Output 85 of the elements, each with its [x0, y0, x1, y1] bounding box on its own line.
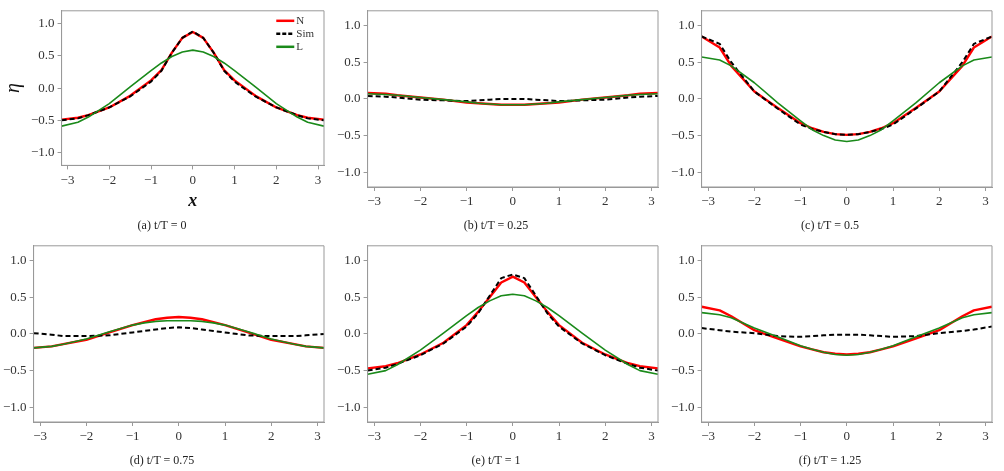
x-tick-label: 3	[314, 171, 322, 187]
x-tick-label: 3	[648, 193, 655, 209]
y-tick-label: −0.5	[30, 111, 55, 127]
text: (f) t/T = 1.25	[798, 452, 862, 467]
y-axis-title: η	[1, 83, 25, 94]
y-tick-label: 1.0	[678, 16, 695, 32]
x-tick-label: 2	[273, 171, 280, 187]
y-tick-label: −0.5	[670, 362, 695, 378]
text: (d) t/T = 0.75	[129, 452, 195, 467]
legend-label: N	[296, 13, 305, 26]
x-tick-label: −2	[747, 428, 762, 444]
y-tick-label: 0.5	[678, 53, 695, 69]
y-tick-label: −1.0	[336, 163, 361, 179]
x-tick-label: −3	[367, 428, 382, 444]
line-series	[33, 326, 324, 338]
x-tick-label: −2	[747, 193, 762, 209]
y-tick-label: −1.0	[30, 143, 55, 159]
x-tick-label: −1	[459, 193, 474, 209]
x-tick-label: 1	[889, 193, 897, 209]
legend-label: Sim	[296, 26, 315, 39]
x-tick-label: 1	[231, 171, 238, 187]
x-tick-label: 0	[175, 428, 183, 444]
y-tick-label: −1.0	[2, 398, 27, 414]
x-tick-label: −2	[102, 171, 117, 187]
x-tick-label: −1	[793, 428, 808, 444]
x-tick-label: −3	[701, 193, 716, 209]
x-tick-label: −3	[367, 193, 382, 209]
y-tick-label: 0.0	[344, 90, 361, 106]
y-tick-label: 1.0	[678, 251, 695, 267]
x-tick-label: 3	[648, 428, 655, 444]
y-tick-label: 0.0	[678, 325, 695, 341]
y-tick-label: 0.5	[38, 47, 55, 63]
x-tick-label: 2	[935, 193, 943, 209]
x-tick-label: 3	[314, 428, 321, 444]
y-tick-label: 0.0	[344, 325, 361, 341]
legend-label: L	[296, 39, 304, 52]
x-tick-label: −2	[79, 428, 94, 444]
x-tick-label: 0	[509, 428, 517, 444]
text: (c) t/T = 0.5	[801, 217, 859, 232]
y-tick-label: −0.5	[336, 362, 361, 378]
x-tick-label: 0	[843, 428, 851, 444]
x-tick-label: 1	[889, 428, 897, 444]
x-tick-label: −2	[413, 428, 428, 444]
x-tick-label: −3	[701, 428, 716, 444]
y-tick-label: −1.0	[670, 398, 695, 414]
text: (a) t/T = 0	[137, 217, 187, 232]
x-tick-label: 0	[843, 193, 851, 209]
y-tick-label: −0.5	[670, 127, 695, 143]
x-tick-label: 3	[982, 428, 989, 444]
x-tick-label: −1	[144, 171, 158, 187]
text: (e) t/T = 1	[471, 452, 521, 467]
x-tick-label: 3	[982, 193, 989, 209]
y-tick-label: 0.5	[678, 288, 695, 304]
x-tick-label: −1	[793, 193, 808, 209]
x-tick-label: −2	[413, 193, 428, 209]
y-tick-label: 0.0	[38, 79, 55, 95]
x-tick-label: −3	[33, 428, 48, 444]
x-tick-label: −1	[125, 428, 140, 444]
y-tick-label: 1.0	[344, 251, 361, 267]
y-tick-label: 0.0	[678, 90, 695, 106]
y-tick-label: −1.0	[336, 398, 361, 414]
x-tick-label: 1	[555, 193, 563, 209]
y-tick-label: 0.0	[10, 325, 27, 341]
text: (b) t/T = 0.25	[463, 217, 529, 232]
x-tick-label: 2	[601, 193, 609, 209]
x-tick-label: 1	[555, 428, 563, 444]
x-tick-label: 2	[935, 428, 943, 444]
y-tick-label: 1.0	[10, 251, 27, 267]
x-tick-label: 2	[267, 428, 275, 444]
y-tick-label: 1.0	[344, 16, 361, 32]
x-axis-title: x	[187, 190, 198, 211]
y-tick-label: −1.0	[670, 163, 695, 179]
x-tick-label: −3	[60, 171, 75, 187]
y-tick-label: −0.5	[336, 127, 361, 143]
line-series	[701, 325, 992, 338]
y-tick-label: 0.5	[10, 288, 27, 304]
x-tick-label: 1	[221, 428, 229, 444]
y-tick-label: 1.0	[38, 15, 55, 31]
x-tick-label: 2	[601, 428, 609, 444]
x-tick-label: 0	[189, 171, 197, 187]
y-tick-label: 0.5	[344, 53, 361, 69]
y-tick-label: −0.5	[2, 362, 27, 378]
y-tick-label: 0.5	[344, 288, 361, 304]
x-tick-label: −1	[459, 428, 474, 444]
x-tick-label: 0	[509, 193, 517, 209]
